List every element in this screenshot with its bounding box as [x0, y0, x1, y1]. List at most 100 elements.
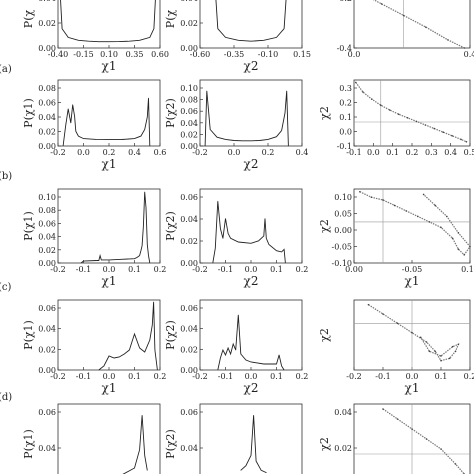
- data-point: [98, 369, 100, 371]
- y-tick-label: 0.04: [38, 233, 56, 242]
- y-tick-label: 0.00: [38, 44, 56, 53]
- data-point: [118, 356, 120, 358]
- y-tick-label: 0.00: [180, 366, 198, 375]
- data-point: [74, 115, 75, 117]
- y-tick-label: 0.02: [38, 345, 56, 354]
- series-line: [215, 0, 287, 42]
- x-tick-label: -0.1: [76, 265, 91, 274]
- data-point: [457, 248, 460, 251]
- data-point: [465, 141, 468, 143]
- y-tick-label: 0.06: [38, 304, 56, 313]
- data-point: [454, 463, 457, 465]
- y-tick-label: 0.00: [38, 142, 56, 151]
- data-point: [237, 39, 239, 41]
- data-point: [237, 314, 239, 316]
- data-point: [220, 357, 221, 359]
- data-point: [216, 136, 218, 138]
- data-point: [255, 460, 257, 462]
- data-point: [140, 250, 142, 252]
- data-point: [149, 339, 151, 341]
- data-point: [98, 41, 100, 43]
- data-point: [380, 3, 383, 5]
- data-point: [70, 122, 72, 124]
- data-point: [67, 36, 69, 38]
- series-line: [98, 301, 158, 371]
- data-point: [65, 124, 67, 126]
- x-tick-label: 0.4: [444, 148, 457, 157]
- data-point: [406, 117, 409, 119]
- panel-label-b: (b): [0, 171, 12, 182]
- subplot-5: -0.2 0.0 0.2 0.4 0.10 0.08 0.06 0.04 0.02 0.00 χ2 P…: [164, 79, 308, 171]
- data-point: [402, 14, 405, 17]
- data-point: [397, 113, 400, 115]
- data-point: [129, 40, 130, 42]
- x-tick-label: -0.2: [192, 265, 207, 274]
- series-line: [355, 82, 467, 143]
- y-tick-label: 0.02: [180, 237, 198, 246]
- y-tick-label: 0.00: [38, 259, 56, 268]
- data-point: [283, 249, 285, 250]
- data-point: [263, 235, 265, 237]
- data-point: [454, 350, 457, 353]
- data-point: [286, 90, 288, 92]
- data-point: [144, 455, 146, 456]
- plot-frame: [199, 0, 303, 49]
- data-point: [442, 131, 445, 133]
- data-point: [214, 247, 216, 249]
- data-point: [276, 363, 277, 365]
- y-tick-label: 0.00: [334, 226, 352, 235]
- y-tick-label: 0.02: [334, 444, 352, 453]
- x-tick-label: 0.00: [345, 265, 363, 274]
- data-point: [276, 136, 277, 138]
- data-point: [250, 455, 252, 456]
- y-tick-label: 0.00: [180, 142, 198, 151]
- data-point: [281, 130, 282, 132]
- data-point: [108, 41, 110, 43]
- data-point: [134, 138, 135, 139]
- data-point: [411, 331, 413, 334]
- plot-frame: [199, 188, 303, 264]
- x-tick-label: -0.10: [258, 50, 279, 59]
- x-tick-label: 0.3: [425, 148, 438, 157]
- data-point: [428, 350, 431, 353]
- data-point: [134, 333, 135, 335]
- y-axis-label: P(χ1): [22, 211, 35, 241]
- data-point: [440, 359, 442, 362]
- y-tick-label: 0.02: [180, 19, 198, 28]
- data-point: [258, 240, 260, 242]
- y-tick-label: 0.05: [334, 210, 352, 219]
- x-tick-label: -0.05: [402, 265, 423, 274]
- data-point: [136, 257, 138, 258]
- data-point: [284, 112, 286, 114]
- data-point: [139, 347, 141, 349]
- x-tick-label: 0.2: [296, 372, 309, 381]
- data-point: [141, 415, 143, 416]
- data-point: [134, 258, 135, 260]
- plot-frame: [57, 79, 161, 147]
- data-point: [382, 199, 384, 201]
- data-point: [447, 39, 449, 41]
- data-point: [149, 145, 151, 147]
- x-tick-label: 0.1: [386, 148, 399, 157]
- data-point: [67, 108, 69, 110]
- x-tick-label: -0.2: [50, 372, 65, 381]
- data-point: [140, 135, 142, 137]
- data-point: [209, 129, 211, 130]
- data-point: [379, 104, 382, 106]
- x-tick-label: 0.2: [464, 372, 474, 381]
- data-point: [118, 41, 120, 43]
- data-point: [237, 241, 239, 243]
- y-tick-label: -0.2: [337, 0, 352, 3]
- x-tick-label: 0.0: [103, 372, 116, 381]
- data-point: [230, 237, 232, 239]
- y-tick-label: 0.10: [180, 84, 198, 93]
- y-tick-label: 0.1: [339, 113, 352, 122]
- x-tick-label: 0.0: [367, 148, 380, 157]
- x-axis-label: χ1: [405, 274, 420, 288]
- data-point: [157, 369, 158, 371]
- y-tick-label: 0.06: [180, 193, 198, 202]
- data-point: [212, 262, 214, 264]
- x-tick-label: 0.10: [461, 265, 474, 274]
- data-point: [83, 138, 84, 139]
- data-point: [283, 369, 285, 371]
